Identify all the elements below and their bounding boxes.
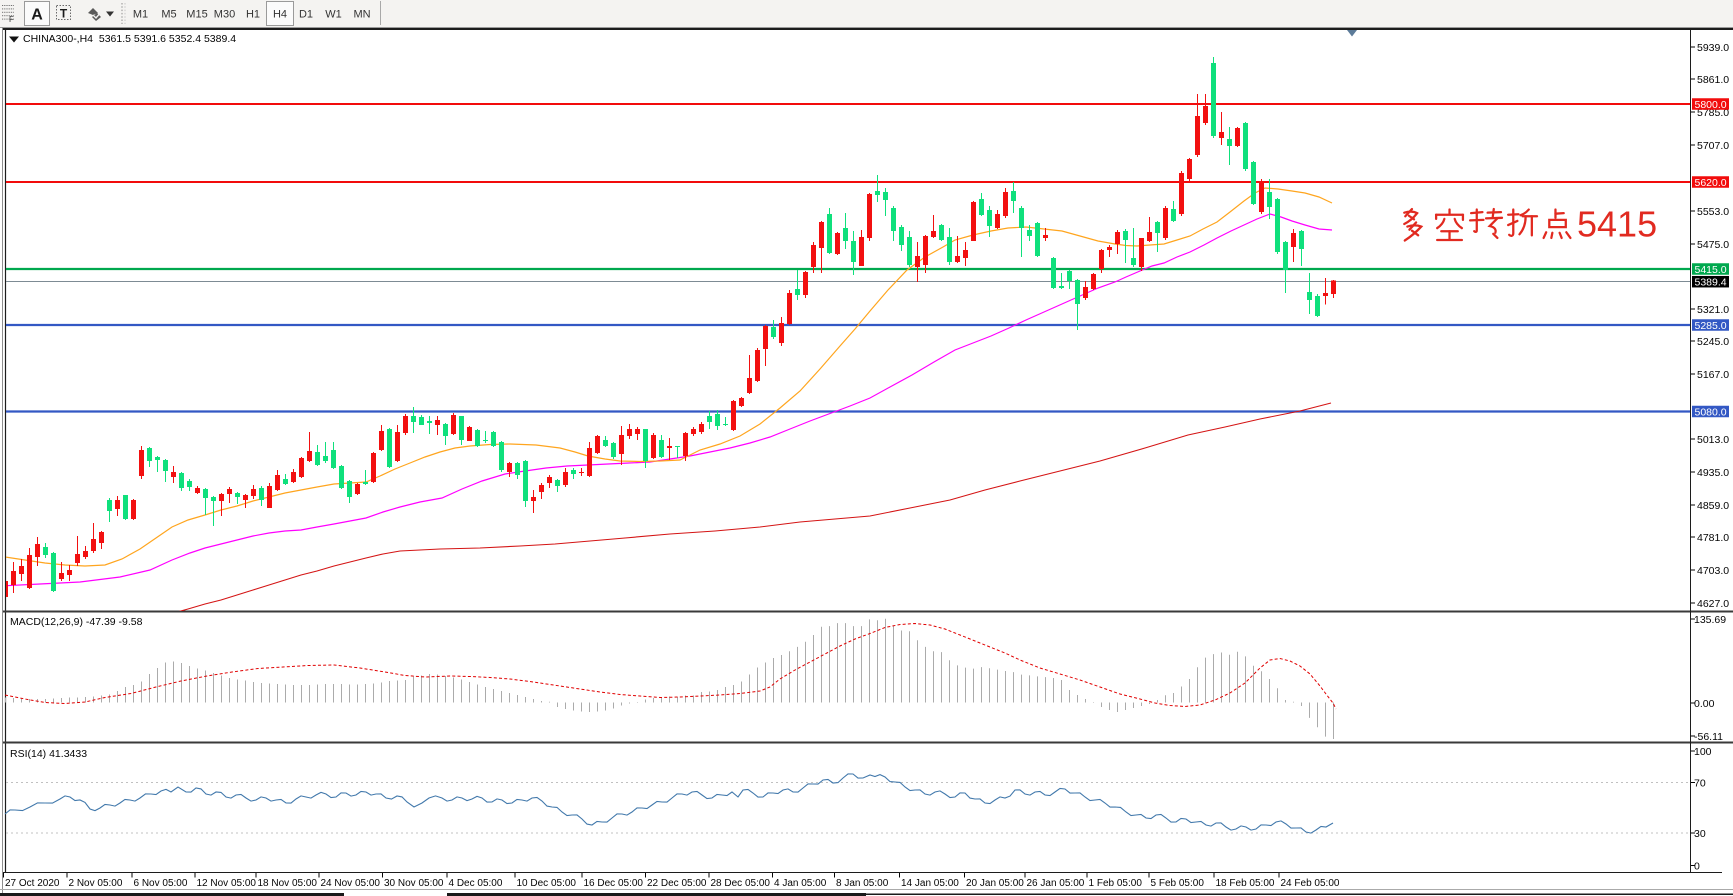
- svg-text:5285.0: 5285.0: [1695, 320, 1727, 332]
- svg-text:5475.0: 5475.0: [1697, 239, 1729, 251]
- svg-text:M30: M30: [214, 9, 235, 21]
- svg-text:20 Jan 05:00: 20 Jan 05:00: [966, 878, 1024, 889]
- svg-text:H4: H4: [273, 9, 287, 21]
- svg-text:A: A: [31, 7, 43, 24]
- svg-text:2 Nov 05:00: 2 Nov 05:00: [69, 878, 123, 889]
- svg-text:MN: MN: [353, 9, 370, 21]
- svg-text:5415.0: 5415.0: [1695, 264, 1727, 276]
- svg-text:24 Feb 05:00: 24 Feb 05:00: [1281, 878, 1340, 889]
- svg-text:MACD(12,26,9) -47.39 -9.58: MACD(12,26,9) -47.39 -9.58: [10, 616, 143, 628]
- svg-text:30 Nov 05:00: 30 Nov 05:00: [384, 878, 444, 889]
- svg-text:M5: M5: [161, 9, 176, 21]
- svg-text:5080.0: 5080.0: [1695, 406, 1727, 418]
- svg-text:4 Jan 05:00: 4 Jan 05:00: [774, 878, 827, 889]
- svg-text:0.00: 0.00: [1694, 698, 1715, 710]
- svg-text:100: 100: [1694, 746, 1712, 758]
- svg-text:70: 70: [1694, 777, 1706, 789]
- svg-text:4935.0: 4935.0: [1697, 467, 1729, 479]
- svg-text:CHINA300-,H4 5361.5 5391.6 53: CHINA300-,H4 5361.5 5391.6 5352.4 5389.4: [23, 33, 236, 45]
- svg-text:D1: D1: [299, 9, 313, 21]
- svg-text:5861.0: 5861.0: [1697, 74, 1729, 86]
- svg-text:F: F: [9, 15, 14, 24]
- svg-text:5939.0: 5939.0: [1697, 42, 1729, 54]
- svg-text:135.69: 135.69: [1694, 614, 1726, 626]
- svg-text:5389.4: 5389.4: [1695, 277, 1727, 289]
- svg-text:5707.0: 5707.0: [1697, 140, 1729, 152]
- svg-text:26 Jan 05:00: 26 Jan 05:00: [1027, 878, 1085, 889]
- svg-text:5553.0: 5553.0: [1697, 206, 1729, 218]
- svg-text:5167.0: 5167.0: [1697, 369, 1729, 381]
- svg-text:-56.11: -56.11: [1694, 731, 1723, 743]
- svg-text:M1: M1: [133, 9, 148, 21]
- svg-text:W1: W1: [325, 9, 342, 21]
- svg-text:24 Nov 05:00: 24 Nov 05:00: [321, 878, 381, 889]
- svg-text:5785.0: 5785.0: [1697, 107, 1729, 119]
- svg-text:18 Feb 05:00: 18 Feb 05:00: [1216, 878, 1275, 889]
- svg-text:28 Dec 05:00: 28 Dec 05:00: [711, 878, 771, 889]
- svg-text:5800.0: 5800.0: [1695, 99, 1727, 111]
- svg-text:18 Nov 05:00: 18 Nov 05:00: [258, 878, 318, 889]
- svg-text:27 Oct 2020: 27 Oct 2020: [5, 878, 60, 889]
- svg-text:4627.0: 4627.0: [1697, 598, 1729, 610]
- svg-text:5245.0: 5245.0: [1697, 336, 1729, 348]
- svg-text:14 Jan 05:00: 14 Jan 05:00: [901, 878, 959, 889]
- svg-text:M15: M15: [186, 9, 207, 21]
- svg-text:4 Dec 05:00: 4 Dec 05:00: [449, 878, 503, 889]
- svg-text:4859.0: 4859.0: [1697, 500, 1729, 512]
- svg-text:0: 0: [1694, 860, 1700, 872]
- svg-text:4703.0: 4703.0: [1697, 565, 1729, 577]
- svg-text:4781.0: 4781.0: [1697, 532, 1729, 544]
- svg-text:22 Dec 05:00: 22 Dec 05:00: [647, 878, 707, 889]
- svg-text:10 Dec 05:00: 10 Dec 05:00: [517, 878, 577, 889]
- svg-text:8 Jan 05:00: 8 Jan 05:00: [836, 878, 889, 889]
- svg-text:6 Nov 05:00: 6 Nov 05:00: [134, 878, 188, 889]
- svg-text:30: 30: [1694, 828, 1706, 840]
- svg-text:5415: 5415: [1577, 204, 1657, 245]
- svg-text:RSI(14) 41.3433: RSI(14) 41.3433: [10, 748, 87, 760]
- svg-text:T: T: [60, 7, 68, 21]
- svg-text:5 Feb 05:00: 5 Feb 05:00: [1151, 878, 1205, 889]
- svg-text:5321.0: 5321.0: [1697, 304, 1729, 316]
- svg-text:5620.0: 5620.0: [1695, 177, 1727, 189]
- svg-text:H1: H1: [246, 9, 260, 21]
- svg-text:12 Nov 05:00: 12 Nov 05:00: [197, 878, 257, 889]
- svg-text:1 Feb 05:00: 1 Feb 05:00: [1089, 878, 1143, 889]
- svg-text:5013.0: 5013.0: [1697, 434, 1729, 446]
- svg-text:16 Dec 05:00: 16 Dec 05:00: [584, 878, 644, 889]
